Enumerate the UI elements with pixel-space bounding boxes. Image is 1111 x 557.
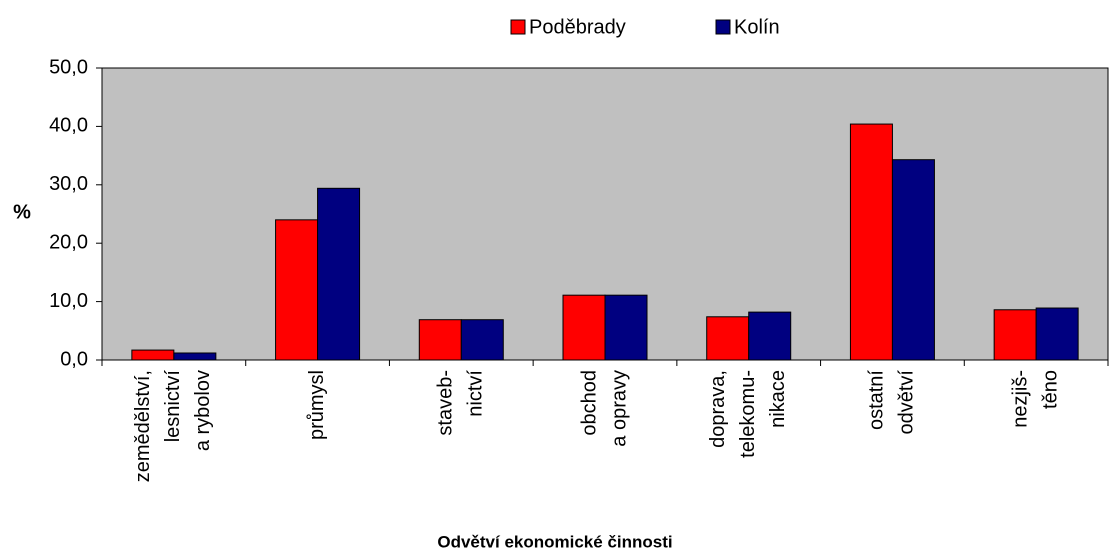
y-tick-label: 30,0 — [49, 173, 88, 195]
bar — [418, 319, 462, 361]
y-tick-label: 50,0 — [49, 56, 88, 78]
y-tick-label: 0,0 — [60, 348, 88, 370]
x-tick-label: průmysl — [306, 370, 328, 440]
bar — [173, 352, 217, 361]
x-tick-label: telekomu- — [737, 370, 759, 458]
bar — [993, 309, 1037, 361]
x-tick-label: nictví — [465, 370, 487, 417]
x-tick-label: odvětví — [896, 370, 918, 435]
bar — [748, 311, 792, 361]
bar — [131, 349, 175, 361]
x-tick-label: a opravy — [608, 370, 630, 447]
legend-label: Poděbrady — [529, 16, 626, 38]
bar — [1035, 307, 1079, 361]
y-tick-label: 20,0 — [49, 231, 88, 253]
bar — [604, 294, 648, 361]
legend-label: Kolín — [734, 16, 780, 38]
x-tick-label: zemědělství, — [132, 370, 154, 482]
x-tick-label: nezjiš- — [1009, 370, 1031, 428]
x-tick-label: staveb- — [435, 370, 457, 436]
y-tick-label: 10,0 — [49, 290, 88, 312]
x-tick-label: doprava, — [707, 370, 729, 448]
bar — [275, 219, 319, 361]
bar — [849, 123, 893, 361]
x-tick-label: a rybolov — [192, 370, 214, 451]
bar — [706, 316, 750, 361]
bar — [562, 294, 606, 361]
legend-swatch — [715, 19, 731, 35]
y-tick-label: 40,0 — [49, 115, 88, 137]
x-tick-label: těno — [1039, 370, 1061, 409]
x-tick-label: ostatní — [866, 370, 888, 430]
x-axis-label: Odvětví ekonomické činnosti — [437, 532, 672, 551]
bar — [460, 319, 504, 361]
bar — [891, 159, 935, 361]
x-tick-label: lesnictví — [162, 370, 184, 443]
bar — [317, 187, 361, 361]
x-tick-label: nikace — [767, 370, 789, 428]
y-axis-label: % — [13, 201, 31, 223]
x-tick-label: obchod — [578, 370, 600, 436]
legend-swatch — [510, 19, 526, 35]
